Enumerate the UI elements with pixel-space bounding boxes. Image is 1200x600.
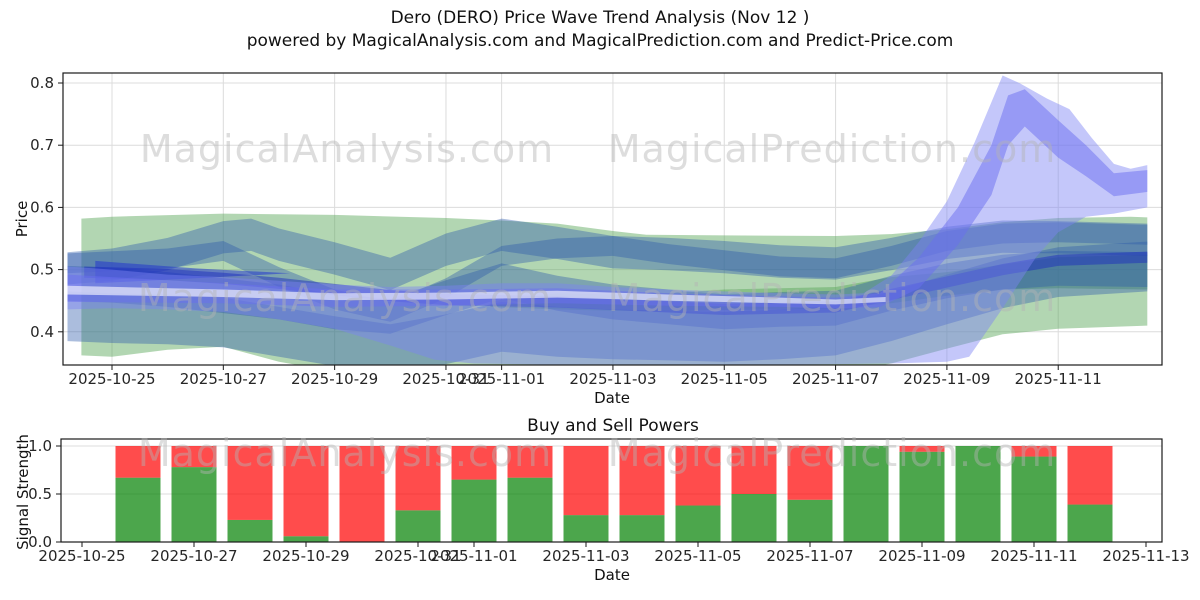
buy-sell-bars <box>115 446 1113 542</box>
x-tick-label: 2025-10-27 <box>150 547 237 565</box>
x-tick-label: 2025-10-31 <box>374 547 461 565</box>
x-tick-label: 2025-11-01 <box>430 547 517 565</box>
y-tick-label: 0.7 <box>30 136 54 154</box>
price-chart-y-ticks: 0.4 0.5 0.6 0.7 0.8 <box>30 74 63 341</box>
buy-bar-2025-10-27 <box>171 467 217 542</box>
x-tick-label: 2025-11-05 <box>681 370 768 388</box>
buy-bar-2025-11-09 <box>899 451 945 542</box>
buy-bar-2025-10-28 <box>227 519 273 542</box>
sell-bar-2025-11-11 <box>1011 446 1057 457</box>
band-purple-inner <box>67 89 1148 309</box>
buy-sell-x-ticks: 2025-10-25 2025-10-27 2025-10-29 2025-10-31… <box>38 542 1190 565</box>
buy-bar-2025-10-29 <box>283 536 329 542</box>
band-steel-band-upper <box>67 218 1148 291</box>
figure-title: Dero (DERO) Price Wave Trend Analysis (N… <box>390 8 810 28</box>
buy-sell-chart: 2025-10-25 2025-10-27 2025-10-29 2025-10-31… <box>28 437 1189 565</box>
buy-bar-2025-11-04 <box>619 515 665 542</box>
x-tick-label: 2025-11-01 <box>458 370 545 388</box>
buy-bar-2025-11-06 <box>731 494 777 542</box>
x-tick-label: 2025-11-03 <box>569 370 656 388</box>
y-tick-label: 0.4 <box>30 323 54 341</box>
buy-bar-2025-10-26 <box>115 477 161 542</box>
sell-bar-2025-11-07 <box>787 446 833 500</box>
buy-bar-2025-11-11 <box>1011 456 1057 542</box>
x-tick-label: 2025-11-03 <box>542 547 629 565</box>
y-tick-label: 1.0 <box>28 437 52 455</box>
buy-bar-2025-10-31 <box>395 510 441 542</box>
price-chart: 2025-10-25 2025-10-27 2025-10-29 2025-10-31… <box>30 72 1163 388</box>
sell-bar-2025-11-06 <box>731 446 777 494</box>
x-tick-label: 2025-11-07 <box>792 370 879 388</box>
buy-bar-2025-11-03 <box>563 515 609 542</box>
sell-bar-2025-10-28 <box>227 446 273 520</box>
band-white-core <box>67 285 886 305</box>
y-tick-label: 0.6 <box>30 198 54 216</box>
y-tick-label: 0.5 <box>30 261 54 279</box>
bottom-date-axis-label: Date <box>594 566 630 584</box>
sell-bar-2025-10-30 <box>339 446 385 542</box>
x-tick-label: 2025-11-11 <box>990 547 1077 565</box>
sell-bar-2025-10-26 <box>115 446 161 478</box>
x-tick-label: 2025-11-13 <box>1102 547 1189 565</box>
x-tick-label: 2025-11-07 <box>766 547 853 565</box>
x-tick-label: 2025-11-09 <box>878 547 965 565</box>
band-green-envelope <box>81 213 1148 365</box>
sell-bar-2025-10-31 <box>395 446 441 511</box>
sell-bar-2025-11-09 <box>899 446 945 452</box>
buy-bar-2025-11-07 <box>787 499 833 542</box>
y-tick-label: 0.5 <box>28 485 52 503</box>
buy-bar-2025-11-02 <box>507 477 553 542</box>
signal-strength-axis-label: Signal Strength <box>14 434 32 550</box>
x-tick-label: 2025-10-31 <box>402 370 489 388</box>
trend-bands <box>67 75 1148 365</box>
x-tick-label: 2025-10-29 <box>291 370 378 388</box>
sell-bar-2025-10-27 <box>171 446 217 468</box>
sell-bar-2025-11-05 <box>675 446 721 506</box>
buy-sell-y-ticks: 0.0 0.5 1.0 <box>28 437 61 551</box>
buy-bar-2025-11-05 <box>675 505 721 542</box>
buy-bar-2025-11-08 <box>843 446 889 542</box>
sell-bar-2025-11-03 <box>563 446 609 516</box>
x-tick-label: 2025-11-11 <box>1015 370 1102 388</box>
sell-bar-2025-11-04 <box>619 446 665 516</box>
price-chart-grid <box>63 73 1162 365</box>
band-steel-band-low-wide <box>67 241 1148 365</box>
bottom-chart-title: Buy and Sell Powers <box>527 416 699 436</box>
buy-bar-2025-11-10 <box>955 446 1001 542</box>
y-tick-label: 0.0 <box>28 533 52 551</box>
x-tick-label: 2025-11-05 <box>654 547 741 565</box>
buy-bar-2025-11-12 <box>1067 504 1113 542</box>
y-tick-label: 0.8 <box>30 74 54 92</box>
figure-subtitle: powered by MagicalAnalysis.com and Magic… <box>246 31 954 51</box>
buy-bar-2025-11-01 <box>451 479 497 542</box>
x-tick-label: 2025-11-09 <box>903 370 990 388</box>
buy-sell-frame <box>60 438 1163 543</box>
sell-bar-2025-11-12 <box>1067 446 1113 505</box>
x-tick-label: 2025-10-25 <box>68 370 155 388</box>
x-tick-label: 2025-10-27 <box>180 370 267 388</box>
sell-bar-2025-11-01 <box>451 446 497 480</box>
price-axis-label: Price <box>13 200 31 238</box>
sell-bar-2025-10-29 <box>283 446 329 537</box>
x-tick-label: 2025-10-29 <box>262 547 349 565</box>
top-date-axis-label: Date <box>594 389 630 407</box>
sell-bar-2025-11-02 <box>507 446 553 478</box>
price-chart-x-ticks: 2025-10-25 2025-10-27 2025-10-29 2025-10-31… <box>68 365 1102 388</box>
x-tick-label: 2025-10-25 <box>38 547 125 565</box>
